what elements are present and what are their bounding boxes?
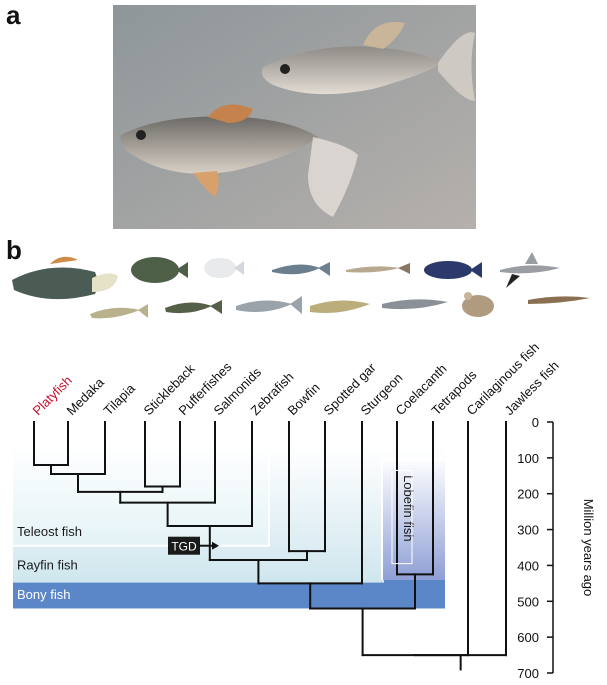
thumb-stickleback [165,300,222,314]
tick-label: 100 [517,451,539,466]
tick-label: 600 [517,630,539,645]
thumb-medaka [90,304,148,319]
thumb-tilapia [131,257,188,283]
thumb-gar [346,263,410,274]
thumb-platyfish [12,256,118,300]
tgd-marker: TGD [168,536,219,555]
fish-lower [120,104,358,217]
thumb-coelacanth [424,261,482,279]
thumb-bowfin [310,300,370,313]
tick-label: 200 [517,487,539,502]
thumb-mouse [462,292,494,317]
thumb-salmon [236,296,302,314]
tick-label: 500 [517,594,539,609]
tree-branches: TGD [33,421,507,671]
axis-title: Million years ago [581,499,596,597]
platyfish-photo [113,5,476,229]
thumb-lamprey [528,296,590,304]
panel-label-a: a [6,0,21,30]
clade-labels: Teleost fish Rayfin fish Bony fish Lobefin … [17,469,416,602]
time-axis: 0 100 200 300 400 500 600 700 Million years ago [517,415,596,681]
thumb-pufferfish [204,258,244,278]
thumb-sturgeon [382,299,448,310]
panel-label-b: b [6,235,22,265]
teleost-label: Teleost fish [17,524,82,539]
teleost-region [13,443,269,546]
lobefin-label: Lobefin fish [401,475,416,542]
fish-upper [261,21,475,102]
tgd-label: TGD [171,540,197,554]
species-thumbnails [12,252,590,319]
thumb-zebrafish [272,262,330,276]
thumb-shark [500,252,560,288]
tick-label: 400 [517,558,539,573]
rayfin-label: Rayfin fish [17,558,78,573]
bony-region [13,582,445,609]
bony-label: Bony fish [17,587,70,602]
tick-label: 0 [532,415,539,430]
tick-label: 300 [517,523,539,538]
tick-label: 700 [517,666,539,681]
